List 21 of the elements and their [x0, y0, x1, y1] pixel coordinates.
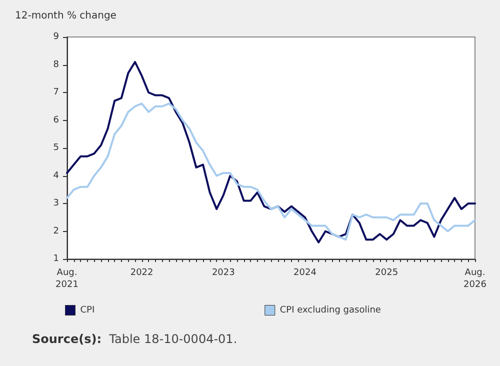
x-tick-label: Aug. 2021: [56, 268, 78, 290]
legend-label: CPI: [80, 305, 95, 316]
y-tick-label: 6: [53, 115, 60, 126]
y-tick-label: 3: [53, 198, 59, 208]
y-tick-label: 2: [53, 226, 59, 236]
x-tick-label: 2024: [294, 268, 317, 278]
x-tick-label: 2023: [212, 268, 235, 278]
x-tick-label: 2022: [130, 268, 154, 278]
line-series: [66, 60, 476, 244]
y-tick-label: 1: [53, 254, 59, 264]
y-tick-label: 4: [53, 170, 60, 181]
x-tick-label: Aug. 2026: [464, 268, 487, 290]
y-tick-label: 9: [53, 32, 60, 42]
x-tick-label: 2025: [375, 268, 398, 278]
legend-label: CPI excluding gasoline: [280, 305, 382, 316]
y-axis-title: 12-month % change: [15, 10, 116, 22]
y-tick-label: 5: [53, 143, 59, 153]
y-tick-label: 7: [53, 88, 59, 98]
y-tick-label: 8: [53, 60, 60, 70]
source-note: Source(s): Table 18-10-0004-01.: [32, 332, 238, 346]
line-series: [66, 102, 476, 241]
